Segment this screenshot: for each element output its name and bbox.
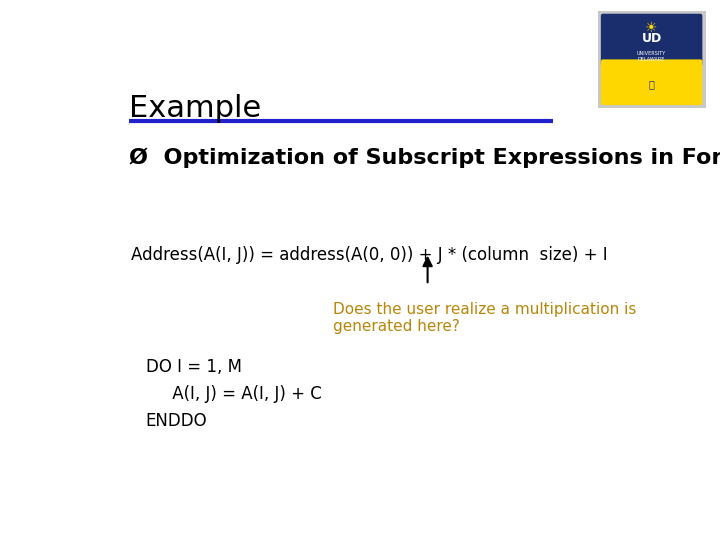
Text: 📖: 📖 xyxy=(649,79,654,89)
Text: Example: Example xyxy=(129,94,261,123)
Text: ENDDO: ENDDO xyxy=(145,412,207,430)
Text: Ø  Optimization of Subscript Expressions in Fortran: Ø Optimization of Subscript Expressions … xyxy=(129,148,720,168)
Text: A(I, J) = A(I, J) + C: A(I, J) = A(I, J) + C xyxy=(145,385,322,403)
Text: UNIVERSITY: UNIVERSITY xyxy=(637,51,666,56)
Text: Address(A(I, J)) = address(A(0, 0)) + J * (column  size) + I: Address(A(I, J)) = address(A(0, 0)) + J … xyxy=(131,246,607,264)
Text: ☀: ☀ xyxy=(645,21,658,35)
Text: Does the user realize a multiplication is
generated here?: Does the user realize a multiplication i… xyxy=(333,302,636,334)
Text: DELAWARE: DELAWARE xyxy=(638,57,665,62)
Text: DO I = 1, M: DO I = 1, M xyxy=(145,358,242,376)
FancyBboxPatch shape xyxy=(601,59,703,105)
Text: UD: UD xyxy=(642,31,662,44)
FancyBboxPatch shape xyxy=(601,14,703,66)
